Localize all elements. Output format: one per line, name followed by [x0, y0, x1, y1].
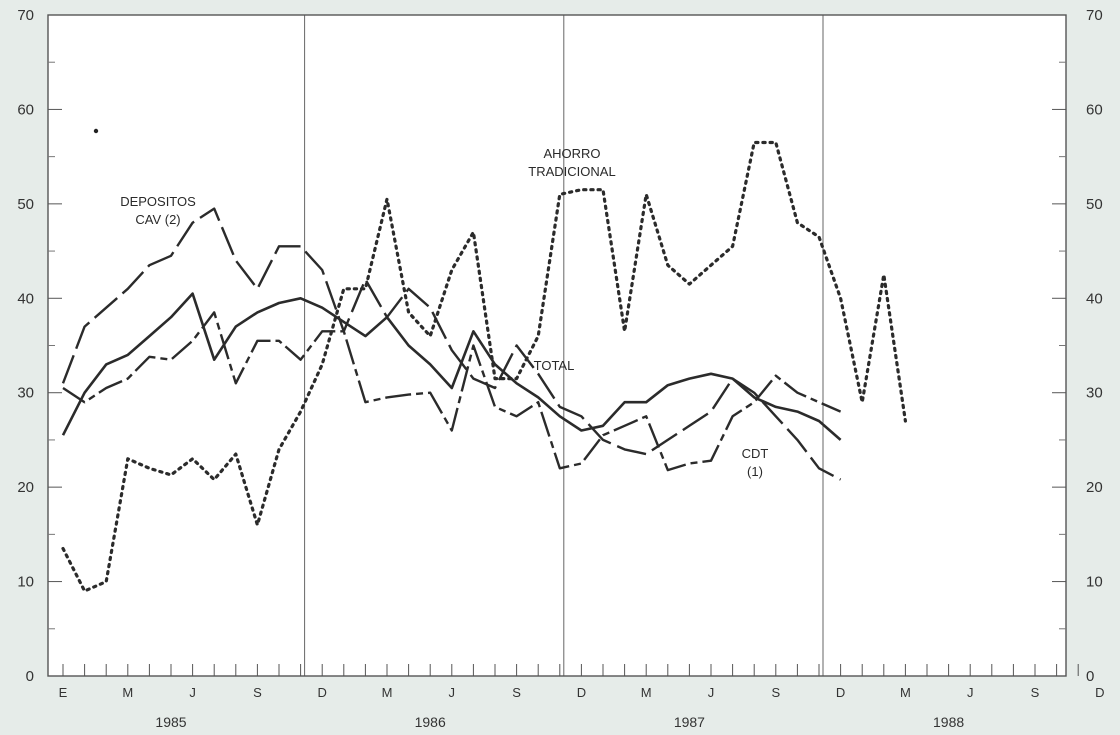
x-month-label: J: [449, 685, 456, 700]
x-year-label: 1988: [933, 714, 964, 730]
y-axis-right: 0 10 20 30 40 50 60 70: [1052, 7, 1103, 685]
series-label: TOTAL: [534, 358, 575, 373]
x-year-label: 1986: [415, 714, 446, 730]
series-line-cdt-1: [62, 311, 842, 472]
x-month-label: S: [253, 685, 262, 700]
x-month-label: S: [1031, 685, 1040, 700]
series-label: (1): [747, 464, 763, 479]
y-tick-label-left: 70: [17, 7, 34, 24]
series-labels: AHORRO TRADICIONAL DEPOSITOS CAV (2) TOTAL CD…: [120, 146, 768, 479]
y-tick-label-left: 40: [17, 290, 34, 307]
x-year-label: 1987: [674, 714, 705, 730]
series-label: CDT: [742, 446, 769, 461]
x-month-label: D: [836, 685, 845, 700]
series-label: CAV (2): [135, 212, 180, 227]
x-month-label: M: [641, 685, 652, 700]
series-lines: [61, 140, 908, 593]
x-month-label: D: [577, 685, 586, 700]
y-tick-label-right: 0: [1086, 668, 1094, 685]
series-line-total: [61, 292, 842, 441]
plot-background: [48, 15, 1066, 676]
y-tick-label-right: 10: [1086, 574, 1103, 591]
series-label: AHORRO: [543, 146, 600, 161]
x-month-label: D: [318, 685, 327, 700]
x-month-label: M: [900, 685, 911, 700]
x-year-label: 1985: [155, 714, 186, 730]
x-month-label: S: [771, 685, 780, 700]
y-tick-label-left: 30: [17, 385, 34, 402]
y-tick-label-right: 50: [1086, 196, 1103, 213]
y-tick-label-right: 70: [1086, 7, 1103, 24]
series-label: TRADICIONAL: [528, 164, 615, 179]
y-tick-label-left: 50: [17, 196, 34, 213]
y-tick-label-left: 60: [17, 101, 34, 118]
x-month-label: J: [189, 685, 196, 700]
stray-dot: [93, 128, 99, 134]
series-line-ahorro-tradicional: [61, 140, 908, 593]
y-tick-label-right: 40: [1086, 290, 1103, 307]
y-tick-label-left: 20: [17, 479, 34, 496]
x-month-label: J: [967, 685, 974, 700]
y-tick-label-right: 30: [1086, 385, 1103, 402]
x-month-label: S: [512, 685, 521, 700]
x-month-label: J: [708, 685, 715, 700]
x-month-label: M: [382, 685, 393, 700]
y-tick-label-right: 20: [1086, 479, 1103, 496]
y-tick-label-left: 10: [17, 574, 34, 591]
year-dividers: [304, 15, 824, 676]
y-axis-left: 0 10 20 30 40 50 60 70: [17, 7, 62, 685]
series-label: DEPOSITOS: [120, 194, 196, 209]
x-month-label: D: [1095, 685, 1104, 700]
x-axis: E M J S D M J S D M J S D M J S D 1985 1986 1987 1988: [59, 664, 1104, 730]
x-month-label: E: [59, 685, 68, 700]
series-line-depositos-cav-2: [61, 207, 842, 481]
y-tick-label-left: 0: [26, 668, 34, 685]
y-tick-label-right: 60: [1086, 101, 1103, 118]
x-month-label: M: [122, 685, 133, 700]
